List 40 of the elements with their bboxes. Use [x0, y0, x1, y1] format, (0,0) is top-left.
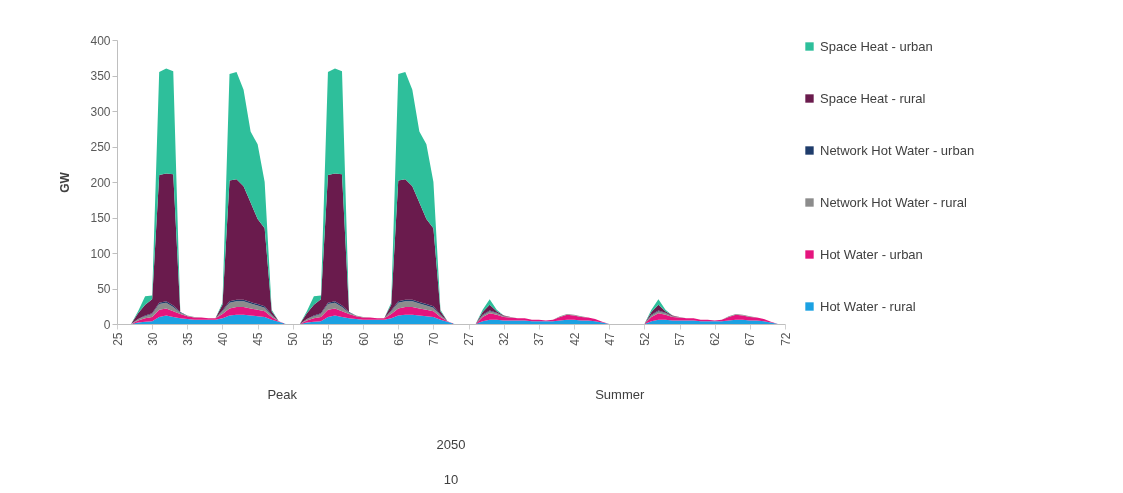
x-tick-label: 45 [251, 332, 266, 346]
text: 2050 [436, 437, 466, 452]
y-tick-label: 150 [90, 211, 111, 225]
y-tick-label: 0 [103, 317, 111, 332]
x-tick-label: 40 [215, 332, 230, 346]
x-tick-label: 62 [708, 332, 723, 346]
x-tick-label: 37 [532, 332, 547, 346]
legend-label: Space Heat - urban [820, 38, 933, 54]
x-tick-label: 32 [497, 332, 512, 346]
x-tick-label: 35 [180, 332, 195, 346]
y-axis-title: GW [58, 171, 73, 193]
x-tick-label: 55 [321, 332, 336, 346]
x-tick-label: 47 [602, 332, 617, 346]
x-tick-label: 50 [286, 332, 301, 346]
legend-label: Hot Water - rural [820, 298, 916, 314]
x-tick-label: 57 [673, 332, 688, 346]
x-tick-label: 65 [391, 332, 406, 346]
y-tick-label: 100 [90, 246, 111, 261]
x-tick-label: 27 [462, 332, 477, 346]
text: Peak [267, 387, 298, 402]
x-tick-label: 60 [356, 332, 371, 346]
y-tick-label: 200 [90, 175, 111, 190]
y-tick-label: 350 [90, 69, 111, 83]
x-tick-label: 42 [567, 332, 582, 346]
y-tick-label: 50 [97, 282, 111, 296]
legend-label: Space Heat - rural [820, 90, 926, 106]
text: 10 [443, 472, 459, 487]
y-tick-label: 250 [90, 140, 111, 154]
text: Summer [595, 387, 645, 402]
x-tick-label: 25 [110, 332, 125, 346]
legend-label: Network Hot Water - rural [820, 194, 967, 210]
x-tick-label: 52 [637, 332, 652, 346]
y-tick-label: 400 [90, 33, 111, 48]
y-tick-label: 300 [90, 104, 111, 119]
legend-label: Network Hot Water - urban [820, 142, 975, 158]
x-tick-label: 70 [426, 332, 441, 346]
x-tick-label: 67 [743, 332, 758, 346]
x-tick-label: 30 [145, 332, 160, 346]
x-tick-label: 72 [778, 332, 793, 346]
legend-label: Hot Water - urban [820, 246, 923, 262]
